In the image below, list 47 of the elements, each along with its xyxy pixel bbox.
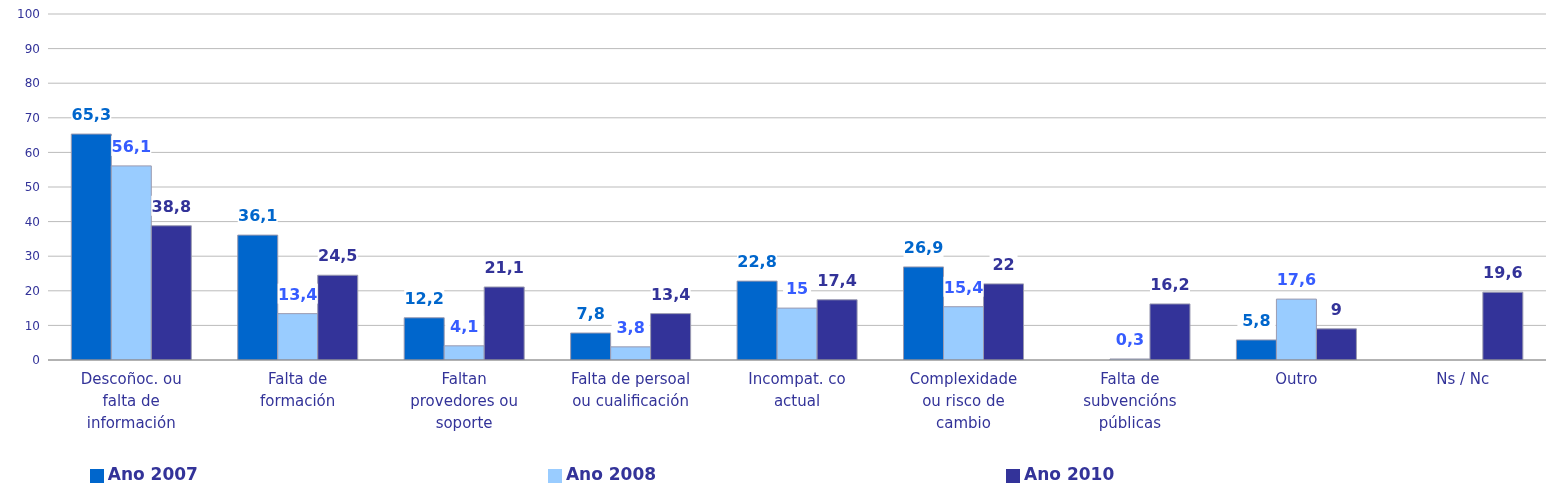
y-tick-label: 0 bbox=[32, 353, 40, 368]
data-label: 24,5 bbox=[318, 246, 358, 266]
y-tick-label: 90 bbox=[24, 41, 40, 56]
x-tick-label: Descoñoc. ou falta de información bbox=[80, 370, 182, 432]
data-label: 15 bbox=[785, 279, 809, 299]
y-tick-label: 40 bbox=[24, 214, 40, 229]
data-label: 22 bbox=[992, 254, 1015, 274]
y-tick-label: 70 bbox=[24, 111, 40, 126]
y-tick-label: 60 bbox=[24, 145, 40, 160]
y-tick-label: 50 bbox=[24, 180, 40, 195]
data-label: 56,1 bbox=[111, 136, 152, 156]
data-label: 21,1 bbox=[484, 257, 524, 277]
legend-label: Ano 2010 bbox=[1024, 464, 1115, 484]
data-label: 19,6 bbox=[1483, 263, 1523, 283]
x-tick-label: Falta de persoal ou cualificación bbox=[570, 370, 691, 410]
data-label: 22,8 bbox=[737, 252, 777, 272]
x-tick-label: Faltan provedores ou soporte bbox=[410, 370, 518, 432]
x-tick-label: Complexidade ou risco de cambio bbox=[909, 370, 1018, 432]
y-tick-label: 80 bbox=[24, 76, 40, 91]
x-tick-label: Falta de formación bbox=[260, 370, 336, 410]
y-tick-label: 30 bbox=[24, 249, 40, 264]
legend-label: Ano 2008 bbox=[565, 464, 657, 484]
data-label: 0,3 bbox=[1115, 329, 1145, 349]
x-tick-label: Outro bbox=[1275, 370, 1318, 388]
data-label: 12,2 bbox=[404, 288, 444, 308]
data-label: 5,8 bbox=[1242, 310, 1271, 330]
data-label: 15,4 bbox=[943, 277, 984, 297]
data-label: 7,8 bbox=[576, 304, 605, 324]
x-tick-label: Falta de subvencións públicas bbox=[1083, 370, 1177, 432]
data-label: 13,4 bbox=[650, 284, 691, 304]
y-tick-label: 20 bbox=[24, 284, 40, 299]
data-label: 36,1 bbox=[238, 206, 278, 226]
y-tick-label: 10 bbox=[24, 318, 40, 333]
y-tick-label: 100 bbox=[17, 7, 40, 22]
data-label: 13,4 bbox=[278, 284, 318, 304]
x-tick-label: Ns / Nc bbox=[1436, 370, 1490, 388]
legend-label: Ano 2007 bbox=[107, 464, 198, 484]
data-label: 17,4 bbox=[817, 270, 857, 290]
data-label: 3,8 bbox=[616, 317, 645, 337]
data-label: 4,1 bbox=[450, 316, 479, 336]
data-label: 9 bbox=[1330, 299, 1342, 319]
data-label: 26,9 bbox=[903, 237, 944, 257]
x-tick-label: Incompat. co actual bbox=[748, 370, 846, 410]
data-label: 65,3 bbox=[71, 105, 112, 125]
data-label: 17,6 bbox=[1276, 270, 1317, 290]
data-label: 16,2 bbox=[1150, 274, 1190, 294]
data-label: 38,8 bbox=[151, 196, 192, 216]
